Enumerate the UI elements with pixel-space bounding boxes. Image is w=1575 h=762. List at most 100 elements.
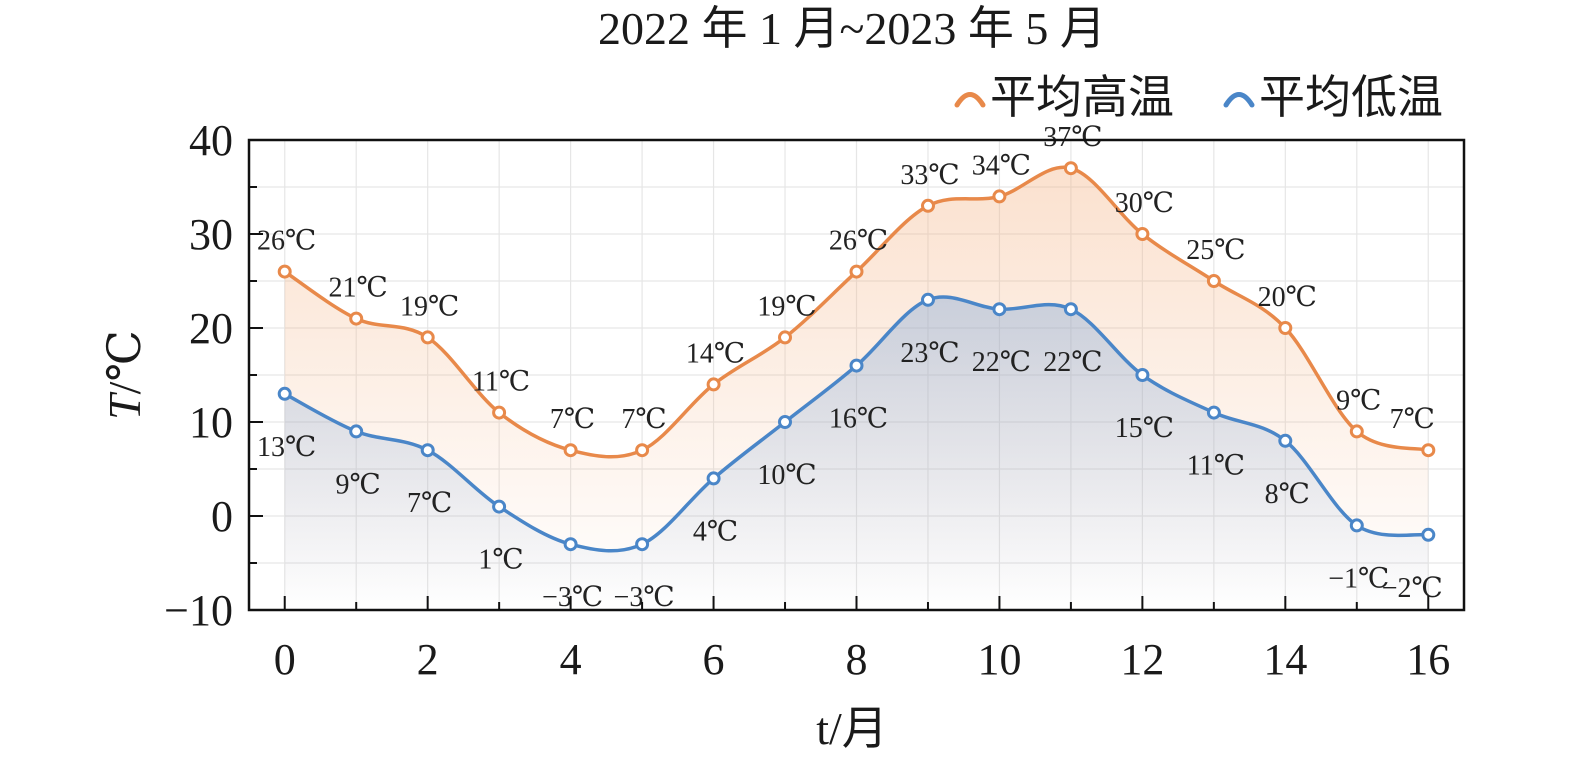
- label-high-8: 26℃: [829, 226, 888, 257]
- x-tick-label-2: 2: [417, 635, 439, 684]
- x-tick-label-14: 14: [1263, 635, 1307, 684]
- point-high-0: [277, 264, 292, 279]
- point-low-16: [1421, 527, 1436, 542]
- label-high-1: 21℃: [329, 273, 388, 304]
- legend-item-high: 平均高温: [954, 72, 1174, 123]
- point-high-15: [1349, 424, 1364, 439]
- x-tick-labels: 0 2 4 6 8 10 12 14 16: [274, 635, 1451, 684]
- label-high-10: 34℃: [972, 150, 1031, 181]
- point-high-13: [1206, 274, 1221, 288]
- point-high-16: [1421, 443, 1436, 458]
- label-high-12: 30℃: [1115, 188, 1174, 219]
- label-high-16: 7℃: [1390, 404, 1435, 435]
- x-tick-label-4: 4: [560, 635, 582, 684]
- point-low-6: [706, 471, 721, 486]
- label-low-12: 15℃: [1115, 413, 1174, 444]
- point-high-10: [992, 189, 1007, 204]
- label-low-2: 7℃: [407, 488, 452, 519]
- point-low-2: [420, 443, 435, 458]
- label-low-10: 22℃: [972, 347, 1031, 378]
- label-high-6: 14℃: [686, 338, 745, 369]
- point-low-0: [277, 386, 292, 401]
- label-low-1: 9℃: [336, 469, 381, 500]
- x-tick-label-6: 6: [703, 635, 725, 684]
- point-high-14: [1278, 321, 1293, 335]
- y-tick-label-20: 20: [189, 304, 233, 353]
- point-low-7: [778, 415, 792, 429]
- label-high-5: 7℃: [621, 404, 666, 435]
- y-tick-label-0: 0: [211, 492, 233, 541]
- label-low-9: 23℃: [900, 338, 959, 369]
- point-low-14: [1278, 433, 1293, 448]
- point-high-7: [778, 330, 792, 345]
- point-high-6: [706, 377, 721, 392]
- point-low-3: [492, 499, 507, 514]
- label-high-9: 33℃: [900, 160, 959, 191]
- label-low-7: 10℃: [757, 460, 816, 491]
- x-axis-label: t/月: [816, 703, 888, 754]
- y-tick-label--10: −10: [164, 586, 233, 635]
- point-high-1: [349, 311, 364, 326]
- point-low-12: [1135, 368, 1150, 382]
- label-low-13: 11℃: [1187, 451, 1245, 482]
- legend-label-high: 平均高温: [990, 72, 1174, 123]
- legend-label-low: 平均低温: [1259, 72, 1443, 123]
- x-tick-label-16: 16: [1406, 635, 1450, 684]
- legend: 平均高温 平均低温: [954, 72, 1443, 123]
- label-high-13: 25℃: [1186, 235, 1245, 266]
- label-high-15: 9℃: [1336, 385, 1381, 416]
- label-high-0: 26℃: [257, 226, 316, 257]
- data-points: [277, 161, 1436, 552]
- point-high-2: [420, 330, 435, 345]
- point-low-10: [992, 302, 1007, 317]
- label-high-11: 37℃: [1043, 122, 1102, 153]
- point-low-9: [921, 292, 935, 307]
- data-labels: 26℃ 21℃ 19℃ 11℃ 7℃ 7℃ 14℃ 19℃ 26℃ 33℃ 34℃ 37℃ 30℃ 25℃…: [257, 122, 1443, 613]
- label-low-0: 13℃: [257, 432, 316, 463]
- label-high-7: 19℃: [757, 291, 816, 322]
- point-low-5: [635, 537, 650, 552]
- point-low-15: [1349, 518, 1364, 533]
- x-tick-label-12: 12: [1120, 635, 1164, 684]
- label-high-2: 19℃: [400, 291, 459, 322]
- point-high-3: [492, 405, 507, 420]
- label-low-16: −2℃: [1382, 573, 1443, 604]
- label-low-4: −3℃: [542, 582, 603, 613]
- point-high-12: [1135, 227, 1150, 241]
- point-low-1: [349, 424, 364, 439]
- y-axis-label-unit: /℃: [99, 330, 150, 394]
- y-tick-labels: −10 0 10 20 30 40: [164, 116, 233, 635]
- point-high-5: [635, 443, 650, 458]
- point-high-4: [563, 443, 578, 458]
- label-high-14: 20℃: [1258, 282, 1317, 313]
- point-low-11: [1063, 302, 1078, 317]
- label-low-14: 8℃: [1265, 479, 1310, 510]
- legend-item-low: 平均低温: [1223, 72, 1443, 123]
- label-low-8: 16℃: [829, 404, 888, 435]
- y-axis-label: T/℃: [99, 330, 150, 420]
- point-high-8: [849, 264, 864, 279]
- label-low-11: 22℃: [1043, 347, 1102, 378]
- x-tick-label-10: 10: [977, 635, 1021, 684]
- label-high-4: 7℃: [550, 404, 595, 435]
- y-tick-label-40: 40: [189, 116, 233, 165]
- label-low-5: −3℃: [614, 582, 675, 613]
- y-tick-label-30: 30: [189, 210, 233, 259]
- y-axis-label-symbol: T: [99, 391, 150, 420]
- chart-title: 2022 年 1 月~2023 年 5 月: [598, 3, 1106, 54]
- point-high-9: [921, 198, 935, 213]
- y-tick-label-10: 10: [189, 398, 233, 447]
- legend-swatch-high: [954, 92, 986, 108]
- label-low-15: −1℃: [1328, 563, 1389, 594]
- label-low-6: 4℃: [693, 516, 738, 547]
- label-high-3: 11℃: [472, 367, 530, 398]
- legend-swatch-low: [1223, 92, 1255, 108]
- x-tick-label-0: 0: [274, 635, 296, 684]
- point-low-8: [849, 358, 864, 373]
- point-low-4: [563, 537, 578, 552]
- x-tick-label-8: 8: [846, 635, 868, 684]
- point-high-11: [1063, 161, 1078, 176]
- axis-ticks: [249, 139, 1430, 611]
- label-low-3: 1℃: [478, 545, 523, 576]
